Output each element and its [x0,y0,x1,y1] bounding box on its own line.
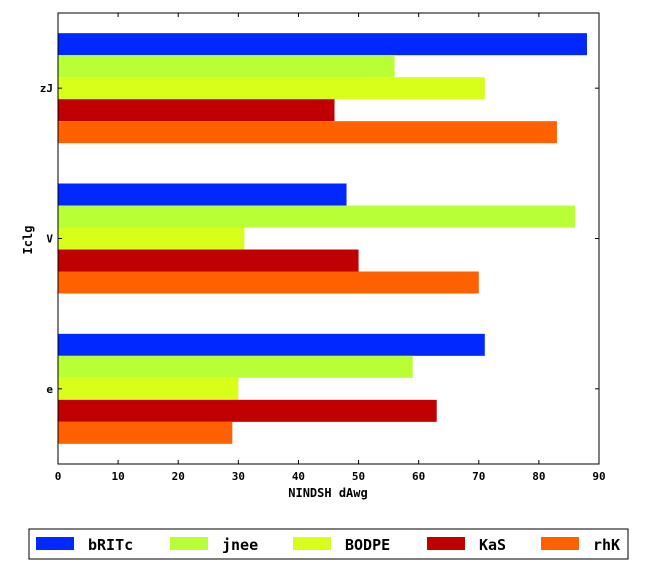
y-tick-label: e [46,383,53,396]
x-tick-label: 90 [592,470,605,483]
x-tick-label: 60 [412,470,425,483]
bar-rhK-e [58,421,233,444]
bar-BODPE-V [58,227,245,250]
y-tick-label: V [46,233,53,246]
x-tick-label: 10 [111,470,124,483]
bar-BODPE-zJ [58,77,485,100]
bar-bRITc-e [58,333,485,356]
legend: bRITc jnee BODPE KaS rhK [28,528,629,560]
x-tick-label: 50 [352,470,365,483]
x-axis-label: NINDSH dAwg [288,486,367,500]
bar-bRITc-V [58,183,347,206]
x-tick-label: 0 [55,470,62,483]
y-axis-ticks: e VzJ [40,82,599,396]
x-tick-label: 80 [532,470,545,483]
bar-rhK-zJ [58,121,557,144]
bar-jnee-e [58,355,413,378]
legend-label-BODPE: BODPE [345,536,390,554]
bar-bRITc-zJ [58,33,587,56]
x-tick-label: 70 [472,470,485,483]
legend-swatch-bRITc [36,537,74,550]
bars-group [58,33,587,444]
legend-swatch-jnee [170,537,208,550]
x-tick-label: 30 [232,470,245,483]
legend-label-rhK: rhK [593,536,620,554]
legend-swatch-rhK [541,537,579,550]
bar-KaS-zJ [58,99,335,122]
legend-label-KaS: KaS [479,536,506,554]
bar-jnee-zJ [58,55,395,78]
x-axis-ticks: 0 10 20 30 40 50 60 70 80 90 [55,13,606,483]
legend-label-jnee: jnee [222,536,258,554]
legend-swatch-KaS [427,537,465,550]
bar-KaS-e [58,399,437,422]
bar-jnee-V [58,205,575,228]
bar-BODPE-e [58,377,239,400]
y-tick-label: zJ [40,82,53,95]
legend-swatch-BODPE [293,537,331,550]
legend-label-bRITc: bRITc [88,536,133,554]
x-tick-label: 40 [292,470,305,483]
x-tick-label: 20 [172,470,185,483]
bar-KaS-V [58,249,359,272]
y-axis-label: Iclg [21,226,35,255]
bar-rhK-V [58,271,479,294]
